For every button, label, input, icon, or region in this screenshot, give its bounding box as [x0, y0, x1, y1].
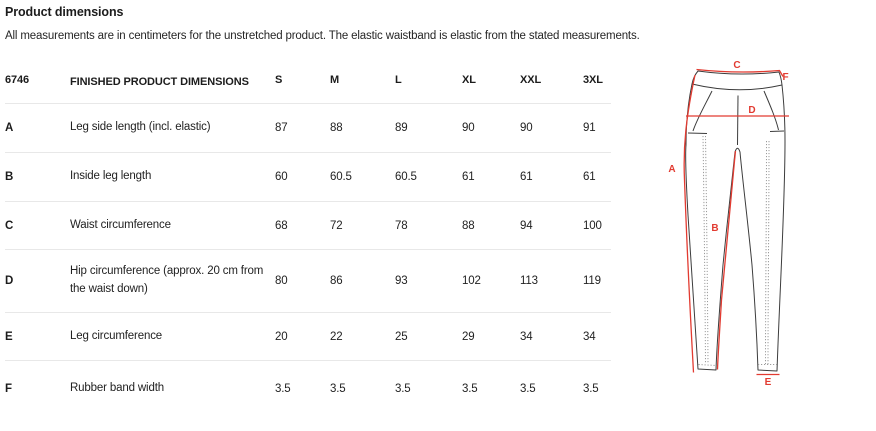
- table-row-a: A Leg side length (incl. elastic) 87 88 …: [5, 104, 611, 153]
- right-leg-stitch-line: [765, 140, 770, 365]
- row-key: F: [5, 383, 12, 395]
- value-l: 60.5: [395, 171, 417, 183]
- value-s: 3.5: [275, 383, 291, 395]
- value-l: 3.5: [395, 383, 411, 395]
- value-xl: 102: [462, 275, 481, 287]
- value-3xl: 91: [583, 122, 596, 134]
- diagram-label-a: A: [668, 164, 675, 175]
- value-l: 78: [395, 219, 408, 232]
- value-s: 68: [275, 219, 288, 232]
- value-xxl: 90: [520, 122, 533, 134]
- row-key: C: [5, 219, 14, 232]
- value-xxl: 3.5: [520, 383, 536, 395]
- left-pocket-seam: [687, 90, 713, 134]
- row-key: B: [5, 171, 14, 183]
- row-key: D: [5, 275, 14, 287]
- value-s: 20: [275, 330, 288, 343]
- diagram-label-e: E: [765, 377, 772, 388]
- leggings-outline: [685, 70, 786, 372]
- value-m: 86: [330, 275, 343, 287]
- row-label: Rubber band width: [70, 382, 164, 395]
- table-row-c: C Waist circumference 68 72 78 88 94 100: [5, 202, 611, 250]
- value-xxl: 94: [520, 219, 533, 232]
- waistband-seam: [691, 83, 783, 91]
- value-xl: 88: [462, 219, 475, 232]
- value-3xl: 61: [583, 171, 596, 183]
- value-l: 89: [395, 122, 408, 134]
- row-key: A: [5, 122, 14, 134]
- row-label: Inside leg length: [70, 170, 152, 183]
- value-s: 60: [275, 171, 288, 183]
- dimensions-table: 6746 FINISHED PRODUCT DIMENSIONS S M L X…: [5, 70, 611, 417]
- row-key: E: [5, 330, 13, 343]
- dimension-column-header: FINISHED PRODUCT DIMENSIONS: [70, 76, 249, 88]
- right-pocket-seam: [763, 90, 785, 132]
- row-label: Hip circumference (approx. 20 cm from th…: [70, 265, 264, 295]
- row-label: Leg side length (incl. elastic): [70, 121, 211, 134]
- table-header-row: 6746 FINISHED PRODUCT DIMENSIONS S M L X…: [5, 70, 611, 104]
- value-xxl: 113: [520, 275, 538, 287]
- left-leg-stitch-line: [702, 135, 709, 365]
- value-xl: 61: [462, 171, 475, 183]
- leggings-diagram-svg: A B C D E F: [668, 60, 789, 388]
- value-xl: 3.5: [462, 383, 478, 395]
- product-code: 6746: [5, 74, 30, 86]
- value-3xl: 34: [583, 330, 596, 343]
- size-header-xl: XL: [462, 74, 476, 86]
- diagram-label-c: C: [733, 60, 740, 71]
- value-s: 80: [275, 275, 288, 287]
- measurement-note: All measurements are in centimeters for …: [5, 30, 640, 42]
- size-header-xxl: XXL: [520, 74, 542, 86]
- row-label: Leg circumference: [70, 329, 163, 342]
- table-row-e: E Leg circumference 20 22 25 29 34 34: [5, 313, 611, 361]
- value-m: 72: [330, 219, 343, 232]
- row-label: Waist circumference: [70, 218, 171, 231]
- value-m: 3.5: [330, 383, 346, 395]
- value-xxl: 61: [520, 171, 533, 183]
- value-xl: 90: [462, 122, 475, 134]
- measure-line-a-side-length: [683, 74, 696, 373]
- value-xxl: 34: [520, 330, 533, 343]
- value-s: 87: [275, 122, 288, 134]
- value-3xl: 100: [583, 219, 602, 232]
- leggings-measurement-diagram: A B C D E F: [630, 45, 876, 405]
- size-header-m: M: [330, 74, 340, 86]
- diagram-label-f: F: [783, 72, 789, 83]
- size-header-3xl: 3XL: [583, 74, 603, 86]
- value-m: 22: [330, 330, 343, 343]
- measure-line-b-inseam: [716, 150, 737, 370]
- value-3xl: 3.5: [583, 383, 599, 395]
- table-row-b: B Inside leg length 60 60.5 60.5 61 61 6…: [5, 153, 611, 202]
- diagram-label-b: B: [711, 223, 718, 234]
- measure-line-c-waist: [696, 68, 784, 77]
- diagram-label-d: D: [748, 105, 755, 116]
- size-header-s: S: [275, 74, 283, 86]
- value-l: 93: [395, 275, 408, 287]
- value-xl: 29: [462, 330, 475, 343]
- size-header-l: L: [395, 74, 402, 86]
- center-front-seam: [737, 95, 739, 146]
- value-m: 88: [330, 122, 343, 134]
- hem-stitch-lines: [698, 364, 777, 366]
- value-l: 25: [395, 330, 408, 343]
- value-m: 60.5: [330, 171, 352, 183]
- table-row-f: F Rubber band width 3.5 3.5 3.5 3.5 3.5 …: [5, 361, 611, 417]
- page-title: Product dimensions: [5, 5, 124, 19]
- table-row-d: D Hip circumference (approx. 20 cm from …: [5, 250, 611, 313]
- value-3xl: 119: [583, 275, 601, 287]
